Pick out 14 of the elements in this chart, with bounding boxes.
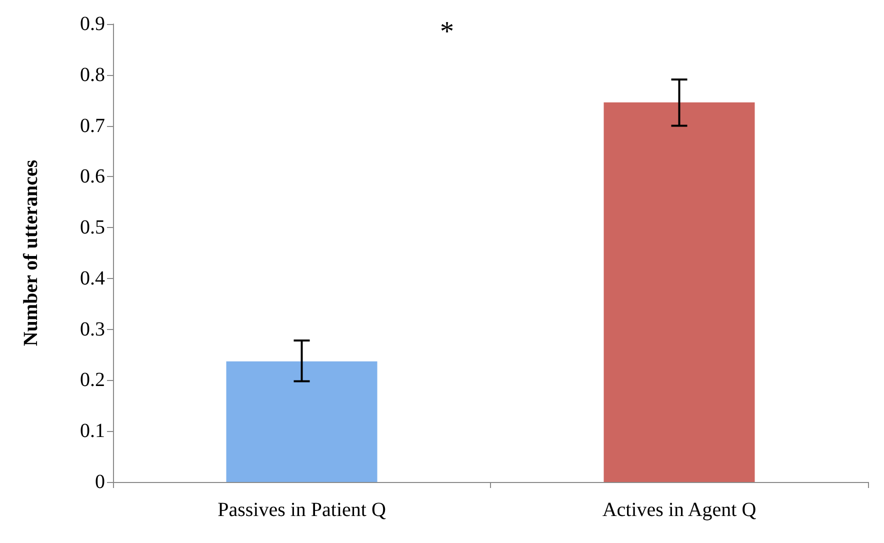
y-tick-label: 0.9: [80, 13, 105, 35]
y-tick-label: 0.2: [80, 369, 105, 392]
y-tick-label: 0.6: [80, 166, 105, 188]
x-tick-label: Actives in Agent Q: [602, 499, 757, 521]
y-tick-label: 0.1: [80, 420, 105, 442]
y-axis-title: Number of utterances: [20, 160, 42, 346]
y-tick-label: 0.7: [80, 114, 105, 137]
y-tick-label: 0.5: [80, 216, 105, 239]
y-tick-label: 0.3: [80, 318, 105, 340]
y-tick-label: 0: [95, 471, 105, 493]
y-tick-label: 0.4: [80, 267, 105, 290]
annotation: *: [440, 16, 454, 48]
x-tick-label: Passives in Patient Q: [218, 499, 386, 521]
y-tick-label: 0.8: [80, 64, 105, 86]
